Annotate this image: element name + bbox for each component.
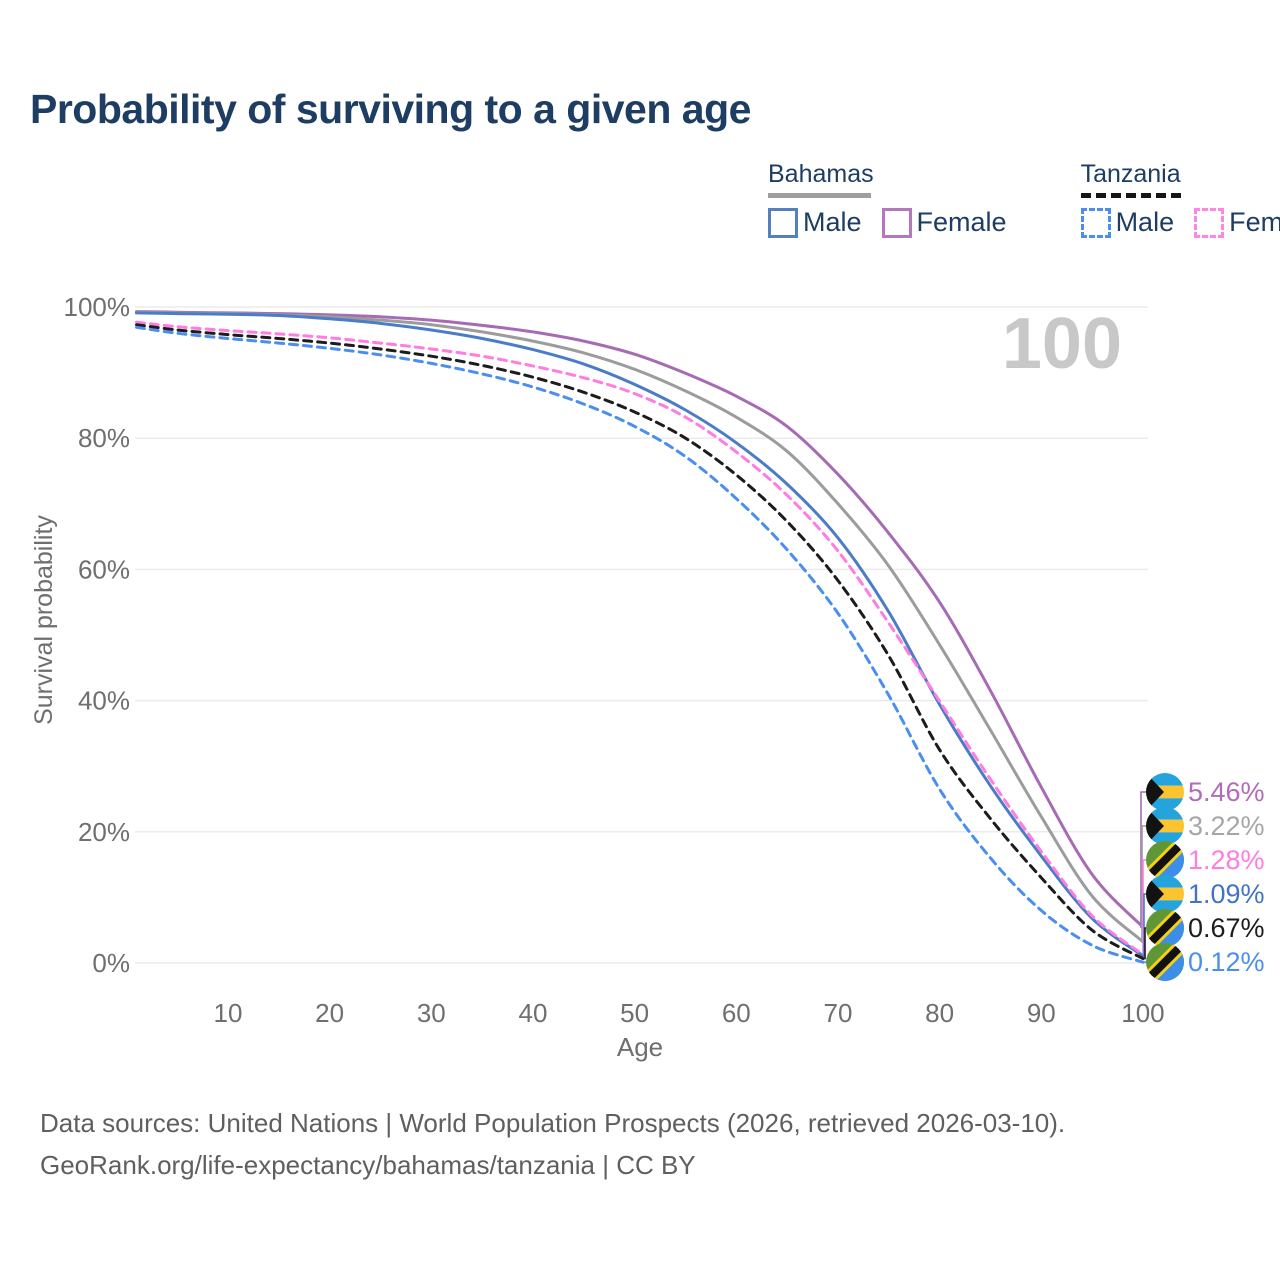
data-sources-note: Data sources: United Nations | World Pop…	[40, 1108, 1066, 1138]
bahamas-flag-icon	[1146, 807, 1184, 845]
end-labels: 5.46% 3.22% 1.28% 1.09% 0.67% 0.12%	[1140, 773, 1265, 983]
end-value-label: 0.12%	[1188, 947, 1265, 977]
tanzania-dashed-line-swatch	[1080, 193, 1181, 198]
series-line-tanzania-male	[135, 325, 1145, 964]
bahamas-flag-icon	[1146, 875, 1184, 913]
watermark: 100	[1002, 304, 1122, 384]
series-lines	[135, 310, 1145, 964]
x-tick-20: 20	[315, 998, 344, 1028]
tanzania-female-checkbox-icon[interactable]	[1194, 207, 1225, 238]
end-connector-0.67%	[1143, 927, 1146, 960]
watermark-year: 100	[1002, 304, 1122, 384]
legend-item-bahamas-female[interactable]: Female	[881, 207, 1007, 238]
tanzania-male-checkbox-icon[interactable]	[1080, 207, 1111, 238]
attribution-note: GeoRank.org/life-expectancy/bahamas/tanz…	[40, 1150, 696, 1180]
legend-label-bahamas-female[interactable]: Female	[916, 207, 1007, 237]
y-tick-60: 60%	[78, 554, 130, 584]
end-value-label: 3.22%	[1188, 811, 1265, 841]
x-tick-60: 60	[722, 998, 751, 1028]
legend-item-bahamas-male[interactable]: Male	[768, 207, 862, 238]
y-axis-title: Survival probability	[30, 515, 58, 725]
legend-items-tanzania: Male Female	[1080, 207, 1280, 238]
legend-group-bahamas: Bahamas Male Female	[768, 160, 1007, 238]
series-line-tanzania-female	[135, 320, 1145, 957]
tanzania-flag-icon	[1144, 839, 1186, 881]
legend-group-tanzania: Tanzania Male Female	[1080, 160, 1280, 238]
series-line-bahamas-male	[135, 311, 1145, 958]
legend-item-tanzania-female[interactable]: Female	[1194, 207, 1280, 238]
legend-label-bahamas-male[interactable]: Male	[803, 207, 862, 237]
series-line-bahamas-female	[135, 310, 1145, 929]
x-tick-100: 100	[1121, 998, 1164, 1028]
legend: Bahamas Male Female Tanzania Male	[768, 160, 1280, 238]
x-tick-30: 30	[417, 998, 446, 1028]
legend-country-bahamas: Bahamas	[768, 160, 874, 188]
legend-label-tanzania-male[interactable]: Male	[1115, 207, 1175, 237]
bahamas-male-checkbox-icon[interactable]	[768, 207, 798, 238]
series-line-bahamas	[135, 310, 1145, 944]
end-value-label: 1.28%	[1188, 845, 1265, 875]
tanzania-flag-icon	[1144, 941, 1186, 983]
y-tick-40: 40%	[78, 686, 130, 716]
end-value-label: 1.09%	[1188, 879, 1265, 909]
x-tick-10: 10	[214, 998, 243, 1028]
x-tick-90: 90	[1027, 998, 1056, 1028]
legend-item-tanzania-male[interactable]: Male	[1080, 207, 1175, 238]
axes: 100% 80% 60% 40% 20% 0% 10 20 30 40 50 60 70 80 90 100 A…	[30, 292, 1165, 1062]
y-tick-0: 0%	[92, 948, 130, 978]
bahamas-solid-line-swatch	[768, 193, 871, 198]
bahamas-flag-icon	[1146, 773, 1184, 811]
end-connector-1.28%	[1142, 859, 1146, 955]
x-tick-80: 80	[925, 998, 954, 1028]
tanzania-flag-icon	[1144, 907, 1186, 949]
x-tick-70: 70	[824, 998, 853, 1028]
x-tick-50: 50	[620, 998, 649, 1028]
end-connector-1.09%	[1143, 893, 1146, 957]
gridlines	[135, 306, 1148, 964]
page-title: Probability of surviving to a given age	[30, 86, 751, 132]
y-tick-80: 80%	[78, 423, 130, 453]
legend-label-tanzania-female[interactable]: Female	[1229, 207, 1280, 237]
end-value-label: 0.67%	[1188, 913, 1265, 943]
legend-items-bahamas: Male Female	[768, 207, 1007, 238]
end-value-label: 5.46%	[1188, 777, 1265, 807]
legend-country-tanzania: Tanzania	[1080, 160, 1181, 188]
bahamas-female-checkbox-icon[interactable]	[881, 207, 912, 238]
x-axis-title: Age	[617, 1032, 663, 1062]
y-tick-20: 20%	[78, 817, 130, 847]
x-tick-40: 40	[519, 998, 548, 1028]
series-line-tanzania	[135, 323, 1145, 961]
y-tick-100: 100%	[64, 292, 131, 322]
